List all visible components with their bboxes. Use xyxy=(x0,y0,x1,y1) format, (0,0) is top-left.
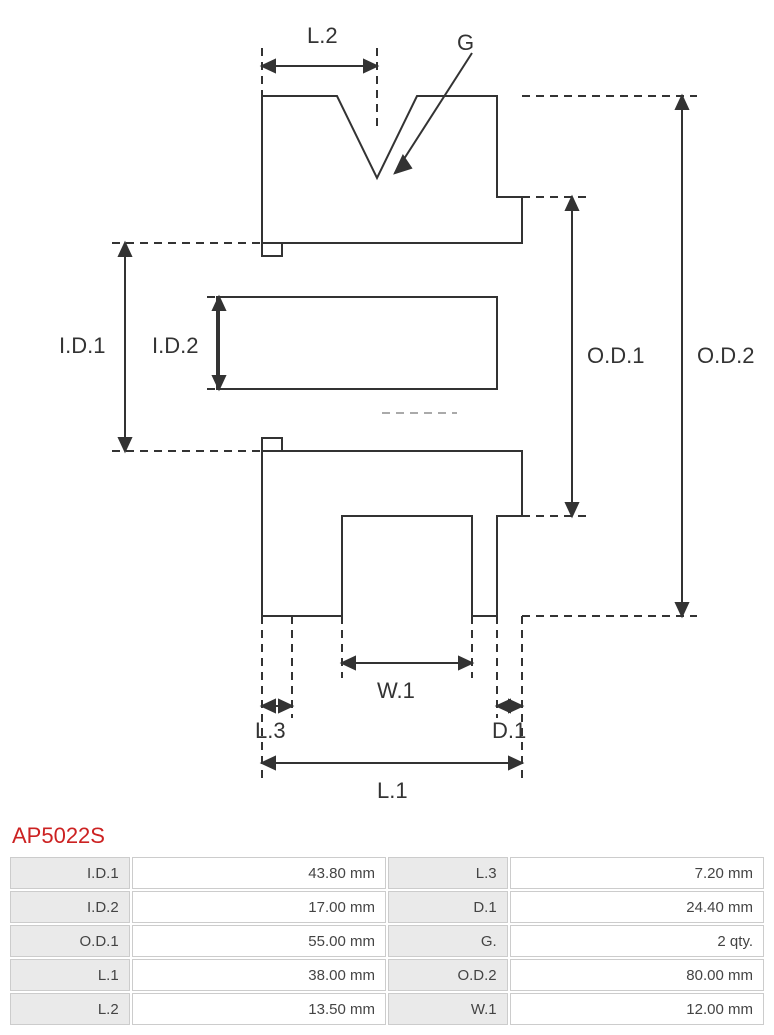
label-l1: L.1 xyxy=(377,778,408,803)
label-w1: W.1 xyxy=(377,678,415,703)
table-row: I.D.143.80 mmL.37.20 mm xyxy=(10,857,764,889)
spec-value: 43.80 mm xyxy=(132,857,386,889)
spec-label: L.3 xyxy=(388,857,508,889)
label-g: G xyxy=(457,30,474,55)
label-od1: O.D.1 xyxy=(587,343,644,368)
spec-value: 24.40 mm xyxy=(510,891,764,923)
spec-value: 38.00 mm xyxy=(132,959,386,991)
spec-label: I.D.2 xyxy=(10,891,130,923)
spec-label: D.1 xyxy=(388,891,508,923)
label-id2: I.D.2 xyxy=(152,333,198,358)
spec-value: 2 qty. xyxy=(510,925,764,957)
diagram-container: L.2 G I.D.1 I.D.2 O.D.1 O.D.2 W.1 L.3 D.… xyxy=(8,8,766,803)
table-row: O.D.155.00 mmG.2 qty. xyxy=(10,925,764,957)
label-od2: O.D.2 xyxy=(697,343,754,368)
spec-label: I.D.1 xyxy=(10,857,130,889)
spec-label: O.D.2 xyxy=(388,959,508,991)
pulley-section-diagram: L.2 G I.D.1 I.D.2 O.D.1 O.D.2 W.1 L.3 D.… xyxy=(17,8,757,803)
label-d1: D.1 xyxy=(492,718,526,743)
spec-label: L.1 xyxy=(10,959,130,991)
spec-label: L.2 xyxy=(10,993,130,1025)
spec-value: 13.50 mm xyxy=(132,993,386,1025)
label-id1: I.D.1 xyxy=(59,333,105,358)
product-code: AP5022S xyxy=(12,823,766,849)
table-row: L.138.00 mmO.D.280.00 mm xyxy=(10,959,764,991)
table-row: I.D.217.00 mmD.124.40 mm xyxy=(10,891,764,923)
spec-label: W.1 xyxy=(388,993,508,1025)
label-l3: L.3 xyxy=(255,718,286,743)
spec-value: 17.00 mm xyxy=(132,891,386,923)
spec-table: I.D.143.80 mmL.37.20 mmI.D.217.00 mmD.12… xyxy=(8,855,766,1027)
spec-value: 7.20 mm xyxy=(510,857,764,889)
spec-label: O.D.1 xyxy=(10,925,130,957)
label-l2: L.2 xyxy=(307,23,338,48)
table-row: L.213.50 mmW.112.00 mm xyxy=(10,993,764,1025)
spec-value: 80.00 mm xyxy=(510,959,764,991)
spec-value: 12.00 mm xyxy=(510,993,764,1025)
spec-label: G. xyxy=(388,925,508,957)
spec-value: 55.00 mm xyxy=(132,925,386,957)
